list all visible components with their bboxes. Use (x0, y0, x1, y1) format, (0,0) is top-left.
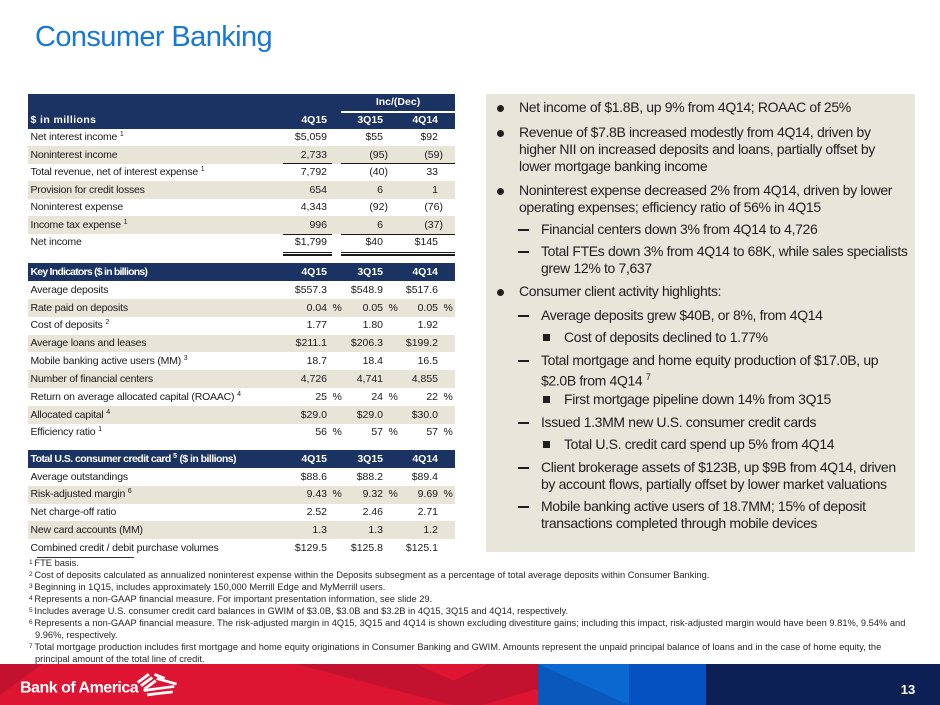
svg-text:Bank of America: Bank of America (20, 680, 139, 697)
svg-text:13: 13 (901, 682, 915, 697)
